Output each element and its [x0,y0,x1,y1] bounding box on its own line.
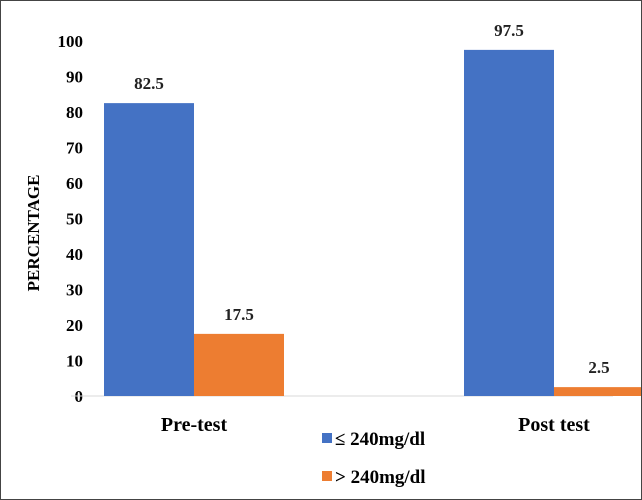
y-tick-label: 90 [66,68,83,87]
y-tick-label: 70 [66,139,83,158]
bar [194,333,284,396]
y-tick-label: 40 [66,245,83,264]
bar-data-label: 2.5 [588,358,609,377]
y-tick-label: 30 [66,281,83,300]
bars-group: 82.5 97.5 17.5 2.5 [104,21,641,396]
legend-label: > 240mg/dl [335,467,426,488]
bar-data-label: 97.5 [494,21,524,40]
legend: ≤ 240mg/dl > 240mg/dl [322,429,426,488]
y-tick-label: 50 [66,210,83,229]
legend-swatch [322,471,332,481]
y-tick-label: 10 [66,352,83,371]
bar [104,103,194,396]
x-axis-ticks: Pre-test Post test [161,414,590,436]
x-tick-label: Pre-test [161,414,228,436]
legend-label: ≤ 240mg/dl [335,429,425,450]
y-tick-label: 100 [58,32,84,51]
x-tick-label: Post test [518,414,590,436]
bar [464,49,554,396]
y-tick-label: 80 [66,103,83,122]
bar-data-label: 17.5 [224,305,254,324]
legend-swatch [322,433,332,443]
bar-data-label: 82.5 [134,74,164,93]
y-tick-label: 60 [66,174,83,193]
y-tick-label: 20 [66,316,83,335]
y-axis-label: PERCENTAGE [24,175,43,292]
bar [554,387,641,396]
